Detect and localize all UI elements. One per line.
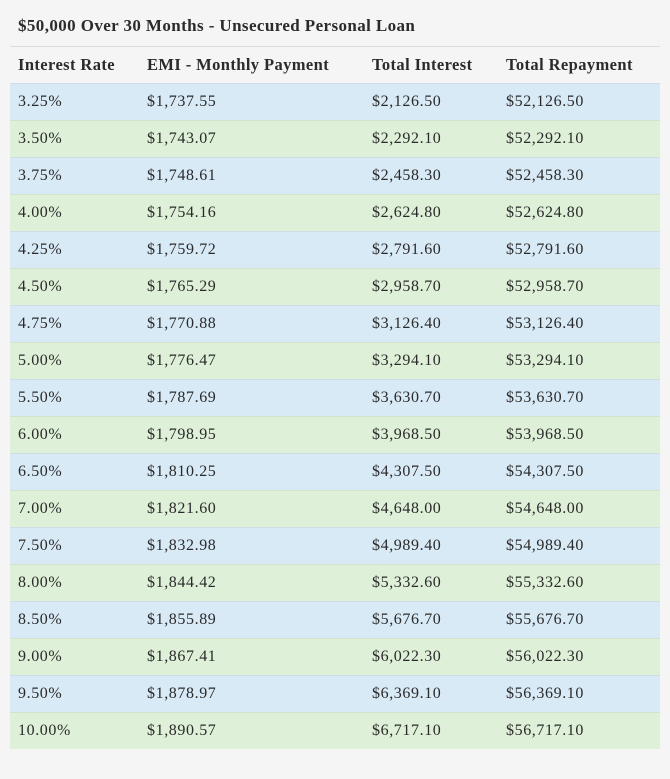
table-row: 3.50% $1,743.07 $2,292.10 $52,292.10 [10, 120, 660, 158]
table-row: 5.50% $1,787.69 $3,630.70 $53,630.70 [10, 379, 660, 417]
cell-emi-monthly-payment: $1,810.25 [139, 453, 364, 491]
cell-interest-rate: 3.75% [10, 157, 139, 195]
cell-total-repayment: $52,791.60 [498, 231, 660, 269]
cell-interest-rate: 4.50% [10, 268, 139, 306]
cell-total-interest: $4,307.50 [364, 453, 498, 491]
cell-total-repayment: $53,968.50 [498, 416, 660, 454]
cell-interest-rate: 4.00% [10, 194, 139, 232]
table-row: 8.00% $1,844.42 $5,332.60 $55,332.60 [10, 564, 660, 602]
table-row: 8.50% $1,855.89 $5,676.70 $55,676.70 [10, 601, 660, 639]
cell-interest-rate: 7.00% [10, 490, 139, 528]
header-total-interest: Total Interest [372, 55, 473, 74]
table-row: 3.75% $1,748.61 $2,458.30 $52,458.30 [10, 157, 660, 195]
cell-emi-monthly-payment: $1,821.60 [139, 490, 364, 528]
cell-interest-rate: 3.25% [10, 83, 139, 121]
cell-total-repayment: $54,989.40 [498, 527, 660, 565]
cell-emi-monthly-payment: $1,737.55 [139, 83, 364, 121]
cell-total-repayment: $52,624.80 [498, 194, 660, 232]
cell-total-interest: $3,294.10 [364, 342, 498, 380]
cell-total-interest: $3,126.40 [364, 305, 498, 343]
table-row: 4.25% $1,759.72 $2,791.60 $52,791.60 [10, 231, 660, 269]
table-row: 4.75% $1,770.88 $3,126.40 $53,126.40 [10, 305, 660, 343]
cell-emi-monthly-payment: $1,798.95 [139, 416, 364, 454]
header-emi-monthly-payment: EMI - Monthly Payment [147, 55, 330, 74]
cell-total-repayment: $53,294.10 [498, 342, 660, 380]
cell-total-repayment: $53,630.70 [498, 379, 660, 417]
table-row: 9.50% $1,878.97 $6,369.10 $56,369.10 [10, 675, 660, 713]
cell-total-interest: $5,332.60 [364, 564, 498, 602]
cell-emi-monthly-payment: $1,878.97 [139, 675, 364, 713]
cell-total-repayment: $52,458.30 [498, 157, 660, 195]
cell-total-repayment: $55,332.60 [498, 564, 660, 602]
cell-total-repayment: $56,369.10 [498, 675, 660, 713]
cell-total-interest: $6,717.10 [364, 712, 498, 749]
cell-interest-rate: 9.50% [10, 675, 139, 713]
cell-emi-monthly-payment: $1,787.69 [139, 379, 364, 417]
cell-total-interest: $2,126.50 [364, 83, 498, 121]
cell-total-repayment: $54,648.00 [498, 490, 660, 528]
cell-total-repayment: $53,126.40 [498, 305, 660, 343]
cell-interest-rate: 9.00% [10, 638, 139, 676]
cell-total-interest: $2,458.30 [364, 157, 498, 195]
cell-emi-monthly-payment: $1,832.98 [139, 527, 364, 565]
cell-interest-rate: 8.50% [10, 601, 139, 639]
cell-total-interest: $3,630.70 [364, 379, 498, 417]
table-row: 6.00% $1,798.95 $3,968.50 $53,968.50 [10, 416, 660, 454]
cell-interest-rate: 4.75% [10, 305, 139, 343]
table-header-row: Interest Rate EMI - Monthly Payment Tota… [10, 47, 660, 84]
cell-emi-monthly-payment: $1,765.29 [139, 268, 364, 306]
table-row: 6.50% $1,810.25 $4,307.50 $54,307.50 [10, 453, 660, 491]
table-body: 3.25% $1,737.55 $2,126.50 $52,126.50 3.50% $1… [10, 83, 660, 749]
table-row: 7.50% $1,832.98 $4,989.40 $54,989.40 [10, 527, 660, 565]
cell-interest-rate: 5.00% [10, 342, 139, 380]
cell-total-interest: $4,989.40 [364, 527, 498, 565]
cell-total-repayment: $52,292.10 [498, 120, 660, 158]
cell-emi-monthly-payment: $1,754.16 [139, 194, 364, 232]
cell-total-interest: $6,022.30 [364, 638, 498, 676]
cell-total-interest: $2,791.60 [364, 231, 498, 269]
cell-interest-rate: 8.00% [10, 564, 139, 602]
table-row: 4.00% $1,754.16 $2,624.80 $52,624.80 [10, 194, 660, 232]
cell-total-interest: $3,968.50 [364, 416, 498, 454]
cell-total-repayment: $52,126.50 [498, 83, 660, 121]
cell-emi-monthly-payment: $1,743.07 [139, 120, 364, 158]
cell-interest-rate: 10.00% [10, 712, 139, 749]
cell-emi-monthly-payment: $1,844.42 [139, 564, 364, 602]
cell-total-repayment: $56,022.30 [498, 638, 660, 676]
cell-interest-rate: 6.50% [10, 453, 139, 491]
table-row: 7.00% $1,821.60 $4,648.00 $54,648.00 [10, 490, 660, 528]
cell-total-repayment: $55,676.70 [498, 601, 660, 639]
cell-total-interest: $2,958.70 [364, 268, 498, 306]
cell-total-interest: $2,624.80 [364, 194, 498, 232]
cell-emi-monthly-payment: $1,776.47 [139, 342, 364, 380]
cell-interest-rate: 5.50% [10, 379, 139, 417]
cell-interest-rate: 4.25% [10, 231, 139, 269]
cell-emi-monthly-payment: $1,890.57 [139, 712, 364, 749]
table-caption: $50,000 Over 30 Months - Unsecured Perso… [10, 0, 660, 47]
cell-interest-rate: 3.50% [10, 120, 139, 158]
cell-total-repayment: $54,307.50 [498, 453, 660, 491]
cell-emi-monthly-payment: $1,867.41 [139, 638, 364, 676]
cell-emi-monthly-payment: $1,770.88 [139, 305, 364, 343]
table-row: 3.25% $1,737.55 $2,126.50 $52,126.50 [10, 83, 660, 121]
cell-emi-monthly-payment: $1,855.89 [139, 601, 364, 639]
cell-total-interest: $2,292.10 [364, 120, 498, 158]
table-row: 5.00% $1,776.47 $3,294.10 $53,294.10 [10, 342, 660, 380]
cell-total-interest: $6,369.10 [364, 675, 498, 713]
cell-interest-rate: 7.50% [10, 527, 139, 565]
cell-emi-monthly-payment: $1,748.61 [139, 157, 364, 195]
table-row: 4.50% $1,765.29 $2,958.70 $52,958.70 [10, 268, 660, 306]
table-row: 9.00% $1,867.41 $6,022.30 $56,022.30 [10, 638, 660, 676]
cell-emi-monthly-payment: $1,759.72 [139, 231, 364, 269]
cell-total-interest: $4,648.00 [364, 490, 498, 528]
cell-interest-rate: 6.00% [10, 416, 139, 454]
cell-total-repayment: $56,717.10 [498, 712, 660, 749]
cell-total-interest: $5,676.70 [364, 601, 498, 639]
cell-total-repayment: $52,958.70 [498, 268, 660, 306]
header-interest-rate: Interest Rate [18, 55, 115, 74]
table-row: 10.00% $1,890.57 $6,717.10 $56,717.10 [10, 712, 660, 749]
loan-table-container: $50,000 Over 30 Months - Unsecured Perso… [10, 0, 660, 749]
loan-repayment-table: Interest Rate EMI - Monthly Payment Tota… [10, 47, 660, 749]
header-total-repayment: Total Repayment [506, 55, 633, 74]
